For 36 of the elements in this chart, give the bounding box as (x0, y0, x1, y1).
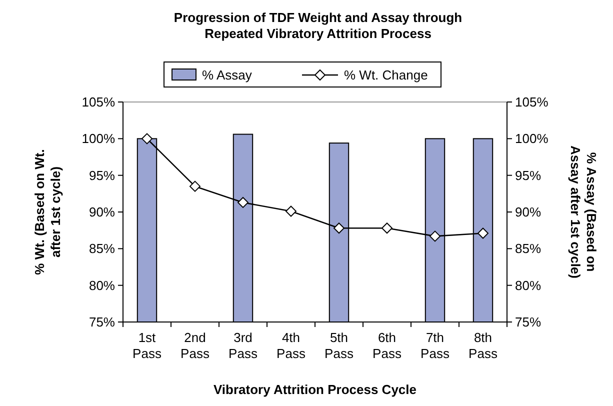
y2-tick-label: 100% (515, 131, 549, 146)
y-tick-label: 85% (88, 241, 116, 256)
point (190, 180, 200, 192)
y2-tick-label: 85% (515, 241, 542, 256)
x-axis-title: Vibratory Attrition Process Cycle (213, 382, 417, 397)
point (142, 133, 152, 144)
y-tick-label: 90% (88, 204, 116, 220)
legend-label: % Wt. Change (344, 68, 428, 83)
x-tick-label: 1st Pass (132, 330, 162, 361)
point (286, 206, 296, 217)
y-tick-label: 105% (82, 94, 116, 110)
point (238, 196, 248, 208)
point (478, 228, 488, 239)
x-tick-label: 7th Pass (420, 330, 450, 361)
x-tick-label: 4th Pass (276, 330, 306, 361)
point (382, 222, 392, 234)
x-tick-label: 2nd Pass (180, 330, 210, 361)
y-tick-label: 100% (82, 131, 116, 146)
y2-tick-label: 75% (515, 314, 542, 330)
x-tick-label: 6th Pass (372, 330, 402, 361)
y-tick-label: 80% (88, 278, 116, 293)
legend-label: % Assay (202, 68, 252, 83)
y2-axis-title: % Assay (Based on Assay after 1st cycle) (568, 146, 599, 278)
chart-title: Progression of TDF Weight and Assay through Repeated Vibratory Attrition Process (174, 10, 462, 41)
y-tick-label: 75% (88, 314, 116, 330)
x-tick-label: 8th Pass (468, 330, 498, 361)
y2-tick-label: 80% (515, 278, 542, 293)
y-axis-title: % Wt. (Based on Wt. after 1st cycle) (32, 149, 63, 275)
point (334, 222, 344, 234)
y2-tick-label: 105% (515, 94, 549, 110)
y-tick-label: 95% (88, 168, 116, 183)
point (430, 230, 440, 242)
y2-tick-label: 95% (515, 168, 542, 183)
x-tick-label: 3rd Pass (228, 330, 258, 361)
x-tick-label: 5th Pass (324, 330, 354, 361)
y2-tick-label: 90% (515, 204, 542, 220)
